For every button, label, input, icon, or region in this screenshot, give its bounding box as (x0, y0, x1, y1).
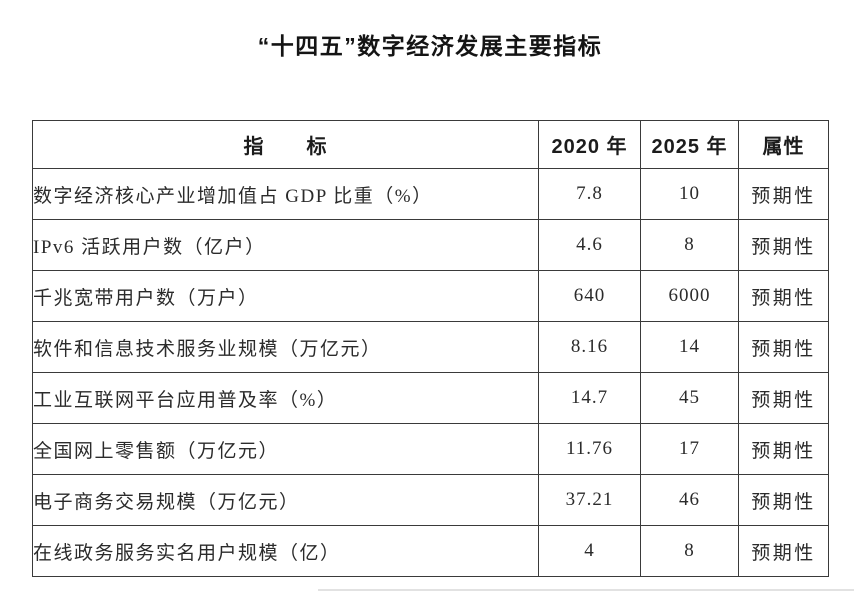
table-row: 数字经济核心产业增加值占 GDP 比重（%） 7.8 10 预期性 (32, 168, 829, 220)
indicator-cell: 软件和信息技术服务业规模（万亿元） (32, 321, 539, 373)
indicator-cell: IPv6 活跃用户数（亿户） (32, 219, 539, 271)
header-2025: 2025 年 (640, 120, 739, 169)
indicator-cell: 工业互联网平台应用普及率（%） (32, 372, 539, 424)
value-2020-cell: 8.16 (538, 321, 641, 373)
attribute-cell: 预期性 (738, 474, 829, 526)
table-row: 千兆宽带用户数（万户） 640 6000 预期性 (32, 270, 829, 322)
value-2025-cell: 10 (640, 168, 739, 220)
value-2025-cell: 17 (640, 423, 739, 475)
value-2020-cell: 4.6 (538, 219, 641, 271)
value-2020-cell: 11.76 (538, 423, 641, 475)
value-2025-cell: 46 (640, 474, 739, 526)
value-2020-cell: 4 (538, 525, 641, 577)
attribute-cell: 预期性 (738, 372, 829, 424)
attribute-cell: 预期性 (738, 219, 829, 271)
indicator-cell: 电子商务交易规模（万亿元） (32, 474, 539, 526)
value-2025-cell: 6000 (640, 270, 739, 322)
indicators-table: 指 标 2020 年 2025 年 属性 数字经济核心产业增加值占 GDP 比重… (32, 120, 829, 577)
value-2020-cell: 14.7 (538, 372, 641, 424)
header-attribute: 属性 (738, 120, 829, 169)
attribute-cell: 预期性 (738, 321, 829, 373)
value-2020-cell: 7.8 (538, 168, 641, 220)
table-row: IPv6 活跃用户数（亿户） 4.6 8 预期性 (32, 219, 829, 271)
value-2025-cell: 14 (640, 321, 739, 373)
header-2020: 2020 年 (538, 120, 641, 169)
value-2025-cell: 8 (640, 219, 739, 271)
attribute-cell: 预期性 (738, 168, 829, 220)
value-2025-cell: 8 (640, 525, 739, 577)
indicator-cell: 千兆宽带用户数（万户） (32, 270, 539, 322)
table-row: 全国网上零售额（万亿元） 11.76 17 预期性 (32, 423, 829, 475)
header-row: 指 标 2020 年 2025 年 属性 (32, 120, 829, 169)
indicator-cell: 数字经济核心产业增加值占 GDP 比重（%） (32, 168, 539, 220)
attribute-cell: 预期性 (738, 525, 829, 577)
value-2020-cell: 640 (538, 270, 641, 322)
attribute-cell: 预期性 (738, 423, 829, 475)
header-indicator: 指 标 (32, 120, 539, 169)
table-row: 在线政务服务实名用户规模（亿） 4 8 预期性 (32, 525, 829, 577)
value-2020-cell: 37.21 (538, 474, 641, 526)
table-row: 工业互联网平台应用普及率（%） 14.7 45 预期性 (32, 372, 829, 424)
table-row: 电子商务交易规模（万亿元） 37.21 46 预期性 (32, 474, 829, 526)
divider (318, 589, 854, 591)
indicator-cell: 在线政务服务实名用户规模（亿） (32, 525, 539, 577)
page-title: “十四五”数字经济发展主要指标 (257, 33, 603, 59)
indicator-cell: 全国网上零售额（万亿元） (32, 423, 539, 475)
attribute-cell: 预期性 (738, 270, 829, 322)
table-row: 软件和信息技术服务业规模（万亿元） 8.16 14 预期性 (32, 321, 829, 373)
value-2025-cell: 45 (640, 372, 739, 424)
